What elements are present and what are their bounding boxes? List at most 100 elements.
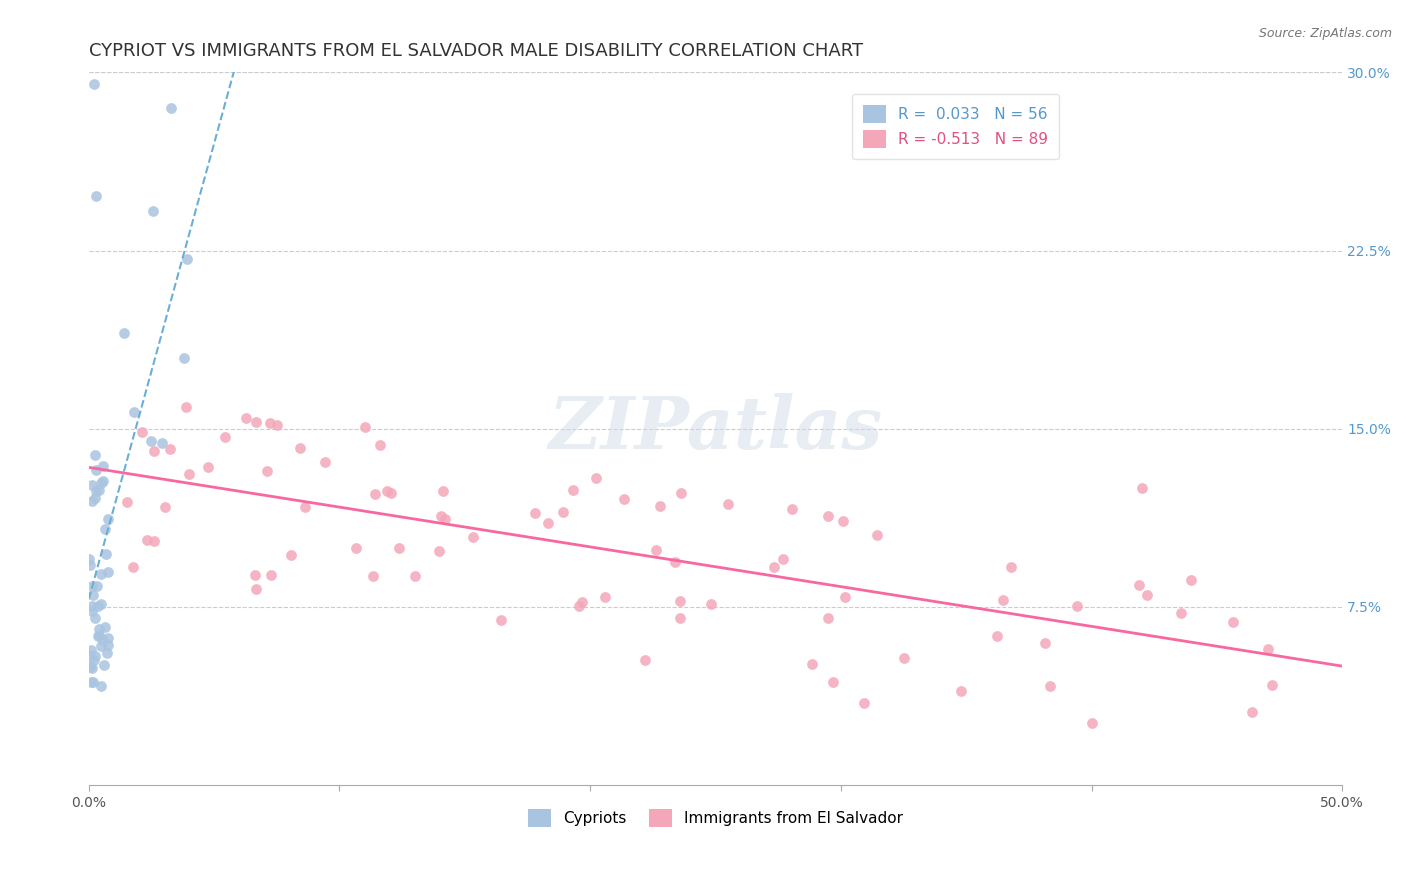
Point (537, 516, 560, 530)
Point (700, 597, 723, 611)
Point (266, 417, 288, 432)
Point (817, 611, 839, 625)
Point (259, 416, 281, 430)
Point (571, 595, 593, 609)
Point (93, 458, 115, 473)
Point (801, 657, 824, 672)
Point (91, 474, 114, 488)
Point (83, 649, 105, 664)
Point (375, 483, 398, 498)
Point (893, 651, 915, 665)
Point (80, 674, 103, 689)
Point (1170, 606, 1192, 620)
Point (82, 674, 104, 689)
Point (434, 512, 457, 526)
Point (80, 604, 103, 618)
Point (1257, 642, 1279, 657)
Point (585, 471, 607, 485)
Point (83, 652, 105, 666)
Point (90, 639, 112, 653)
Point (80, 579, 103, 593)
Point (235, 411, 257, 425)
Point (97, 565, 120, 579)
Point (84, 189, 107, 203)
Point (87, 622, 110, 636)
Point (1130, 481, 1153, 495)
Point (97, 638, 120, 652)
Point (1033, 636, 1056, 650)
Point (83, 78, 105, 92)
Point (1039, 679, 1062, 693)
Point (388, 541, 411, 556)
Point (427, 544, 450, 558)
Point (865, 528, 887, 542)
Point (143, 444, 166, 458)
Point (139, 434, 162, 448)
Point (245, 582, 267, 597)
Point (772, 551, 794, 566)
Point (717, 497, 740, 511)
Point (1241, 705, 1264, 719)
Point (245, 416, 267, 430)
Point (82, 661, 104, 675)
Point (986, 629, 1008, 643)
Point (1128, 578, 1150, 592)
Point (613, 491, 636, 506)
Point (260, 567, 283, 582)
Point (94, 522, 117, 536)
Point (83, 448, 105, 462)
Point (644, 543, 666, 558)
Point (780, 502, 803, 516)
Point (834, 590, 856, 604)
Point (90, 566, 112, 581)
Point (159, 442, 181, 456)
Point (853, 697, 876, 711)
Point (79, 648, 101, 662)
Point (551, 505, 574, 519)
Point (668, 594, 690, 608)
Point (1000, 560, 1022, 574)
Point (280, 548, 302, 562)
Point (90, 476, 112, 491)
Point (290, 442, 312, 456)
Point (669, 611, 692, 625)
Point (122, 404, 145, 418)
Point (82, 599, 104, 614)
Point (79, 660, 101, 674)
Point (664, 555, 686, 569)
Point (461, 530, 484, 544)
Point (1066, 599, 1088, 613)
Point (432, 484, 454, 499)
Point (354, 420, 377, 434)
Point (142, 534, 165, 549)
Point (177, 467, 200, 481)
Point (122, 559, 145, 574)
Text: ZIPatlas: ZIPatlas (548, 393, 883, 464)
Point (176, 252, 198, 267)
Point (79, 659, 101, 673)
Point (314, 455, 336, 469)
Point (117, 495, 139, 509)
Point (173, 351, 195, 365)
Point (380, 486, 402, 500)
Point (562, 483, 585, 497)
Point (160, 101, 183, 115)
Point (1260, 678, 1282, 692)
Point (89, 483, 111, 498)
Point (97, 512, 120, 526)
Point (650, 499, 672, 513)
Point (153, 500, 176, 515)
Point (364, 486, 387, 500)
Point (763, 559, 786, 574)
Point (1136, 588, 1159, 602)
Point (97, 631, 120, 645)
Point (135, 533, 157, 547)
Point (93, 657, 115, 672)
Point (90, 679, 112, 693)
Point (1222, 615, 1244, 630)
Point (96, 646, 118, 660)
Point (112, 326, 135, 340)
Point (142, 203, 165, 218)
Point (83, 491, 105, 505)
Point (429, 509, 451, 524)
